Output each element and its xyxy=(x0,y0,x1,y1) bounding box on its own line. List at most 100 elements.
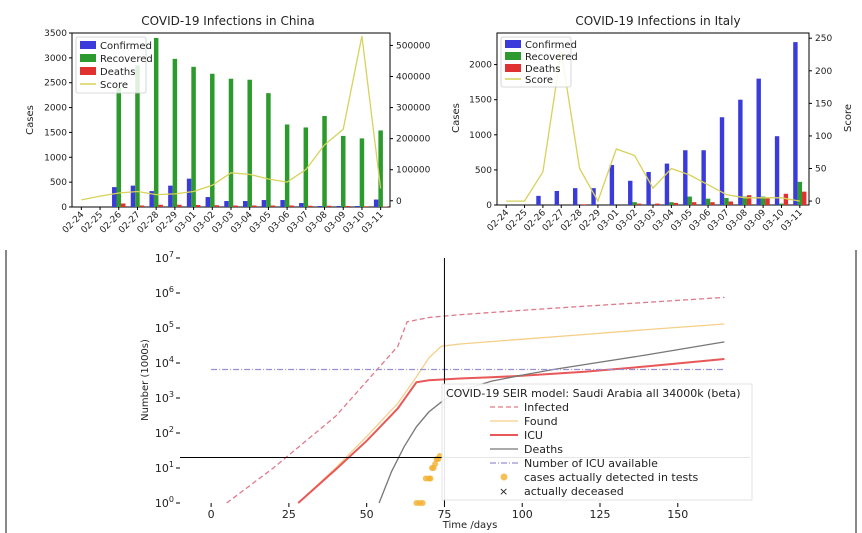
x-tick-label: 50 xyxy=(360,508,374,521)
seir-legend-swatch-detected xyxy=(500,473,508,481)
bar-deaths xyxy=(158,204,163,207)
italy-y-ticks: 0 500 1000 1500 2000 xyxy=(469,61,497,211)
bar-recovered xyxy=(116,87,122,207)
seir-chart: Number (1000s) Time /days 10010110210310… xyxy=(140,250,753,531)
bar-deaths xyxy=(691,202,697,205)
seir-legend-found: Found xyxy=(524,415,558,428)
china-chart-title: COVID-19 Infections in China xyxy=(141,14,314,28)
bar-deaths xyxy=(289,205,294,207)
italy-legend-swatch-deaths xyxy=(505,64,521,72)
bar-deaths xyxy=(270,205,276,207)
bar-deaths xyxy=(728,201,734,205)
bar-confirmed xyxy=(336,206,341,207)
bar-deaths xyxy=(214,205,220,207)
bar-recovered xyxy=(340,135,346,207)
seir-legend-infected: Infected xyxy=(524,401,569,414)
bar-recovered xyxy=(247,79,252,207)
bar-confirmed xyxy=(186,178,192,207)
y-tick-label: 1000 xyxy=(469,131,492,141)
china-legend-swatch-recovered xyxy=(80,54,96,62)
china-legend-swatch-deaths xyxy=(80,67,96,75)
bar-recovered xyxy=(687,196,692,205)
y2-tick-label: 200 xyxy=(815,67,832,77)
china-y-ticks: 0 500 1000 1500 2000 2500 3000 3500 xyxy=(44,29,72,213)
bar-recovered xyxy=(760,196,766,205)
bar-confirmed xyxy=(683,150,688,205)
bar-deaths xyxy=(308,205,313,207)
bar-confirmed xyxy=(572,188,578,205)
seir-legend-title: COVID-19 SEIR model: Saudi Arabia all 34… xyxy=(446,387,741,400)
infected-line xyxy=(226,296,725,504)
bar-confirmed xyxy=(130,185,136,207)
bar-recovered xyxy=(632,202,637,205)
detected-point xyxy=(419,500,426,506)
x-tick-label: 150 xyxy=(667,508,688,521)
italy-y2-axis-label: Score xyxy=(843,104,854,132)
bar-confirmed xyxy=(536,195,541,205)
y-tick-label: 2000 xyxy=(469,61,492,71)
bar-deaths xyxy=(783,193,789,205)
y2-tick-label: 250 xyxy=(815,34,832,44)
italy-y-axis-label: Cases xyxy=(451,103,462,133)
italy-legend-score: Score xyxy=(525,75,553,86)
bar-recovered xyxy=(135,65,140,207)
bar-confirmed xyxy=(261,200,267,207)
bar-confirmed xyxy=(242,201,248,207)
seir-legend-swatch-deceased: × xyxy=(499,485,508,498)
bar-confirmed xyxy=(168,185,173,207)
china-legend-confirmed: Confirmed xyxy=(100,41,152,52)
y2-tick-label: 100 xyxy=(815,132,832,142)
bar-recovered xyxy=(724,197,729,205)
bar-confirmed xyxy=(373,199,379,207)
bar-deaths xyxy=(121,203,126,207)
bar-recovered xyxy=(284,124,290,207)
china-legend-deaths: Deaths xyxy=(100,67,135,78)
y2-tick-label: 500000 xyxy=(396,41,431,51)
x-tick-label: 25 xyxy=(282,508,296,521)
bar-recovered xyxy=(322,116,327,207)
bar-confirmed xyxy=(280,200,285,207)
italy-legend-swatch-recovered xyxy=(505,52,521,60)
bar-deaths xyxy=(765,197,770,205)
bar-deaths xyxy=(655,203,660,205)
bar-recovered xyxy=(210,73,215,207)
bar-recovered xyxy=(153,37,159,207)
bar-recovered xyxy=(172,58,178,208)
china-legend: Confirmed Recovered Deaths Score xyxy=(75,36,153,94)
bar-deaths xyxy=(710,202,715,205)
china-bars xyxy=(112,37,388,208)
bar-recovered xyxy=(359,138,365,207)
bar-recovered xyxy=(378,130,383,207)
y2-tick-label: 150 xyxy=(815,99,832,109)
y-tick-label: 2500 xyxy=(44,79,67,89)
seir-legend-deaths: Deaths xyxy=(524,443,563,456)
y-tick-label: 1000 xyxy=(44,153,67,163)
bar-confirmed xyxy=(224,201,229,207)
bar-deaths xyxy=(673,202,678,205)
bar-confirmed xyxy=(355,206,360,207)
x-tick-label: 75 xyxy=(437,508,451,521)
china-legend-recovered: Recovered xyxy=(100,54,153,65)
y2-tick-label: 200000 xyxy=(396,135,431,145)
china-secondary-y-ticks: 0 100000 200000 300000 400000 500000 xyxy=(390,41,431,207)
bar-confirmed xyxy=(719,117,725,205)
y2-tick-label: 400000 xyxy=(396,73,431,83)
bar-confirmed xyxy=(738,99,743,205)
seir-legend-icu-available: Number of ICU available xyxy=(524,457,658,470)
y-tick-label: 3000 xyxy=(44,54,67,64)
bar-confirmed xyxy=(149,191,154,207)
bar-deaths xyxy=(195,205,201,207)
y2-tick-label: 100000 xyxy=(396,166,431,176)
y-tick-label: 3500 xyxy=(44,29,67,39)
bar-confirmed xyxy=(317,206,323,207)
seir-legend-box xyxy=(441,383,753,501)
italy-legend-deaths: Deaths xyxy=(525,64,560,75)
bar-confirmed xyxy=(609,164,615,205)
bar-deaths xyxy=(802,191,807,205)
bar-confirmed xyxy=(299,203,304,207)
bar-confirmed xyxy=(646,172,651,205)
china-score-line xyxy=(81,35,382,201)
bar-recovered xyxy=(742,196,747,205)
y-tick-label: 1500 xyxy=(469,96,492,106)
